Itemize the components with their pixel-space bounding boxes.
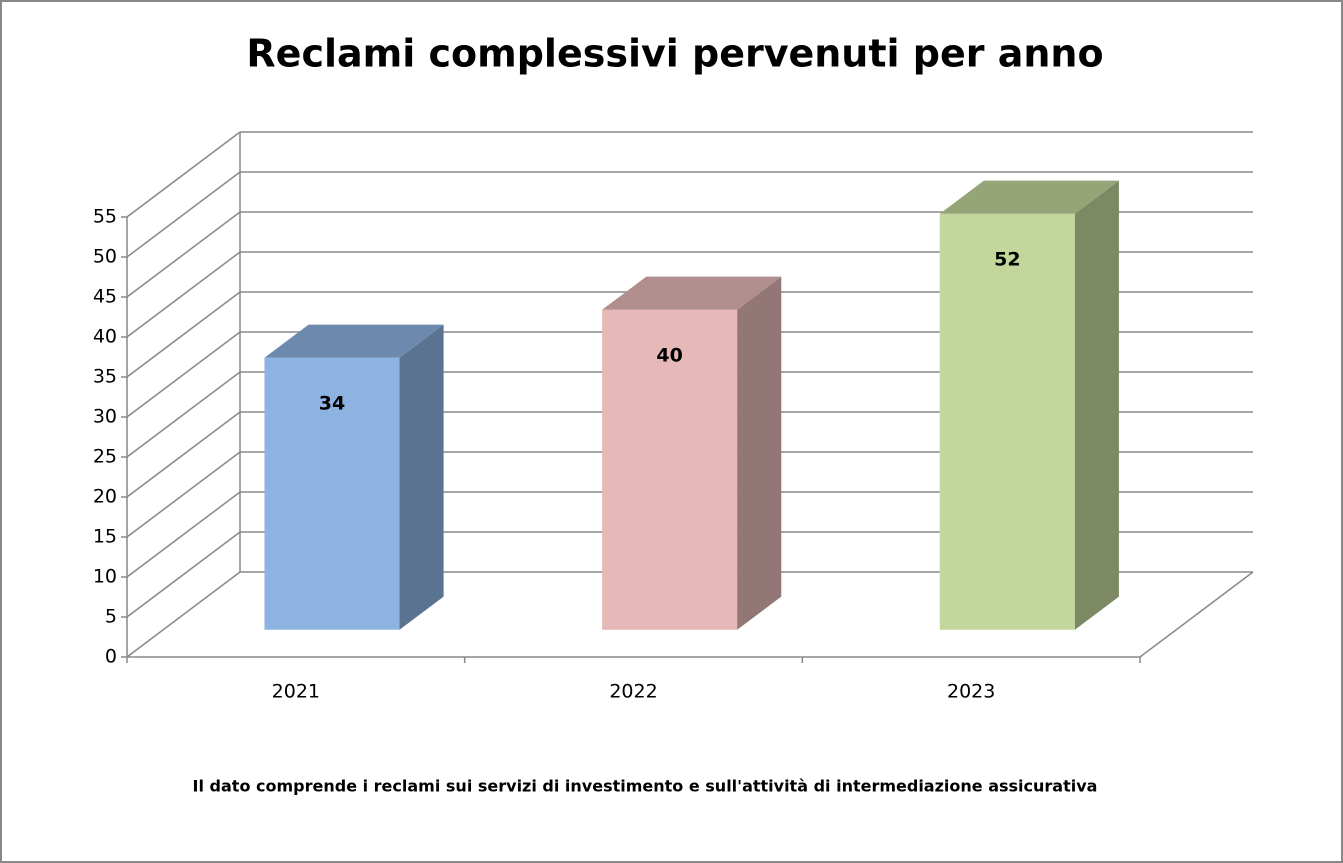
x-tick-label: 2022	[609, 681, 657, 703]
y-tick-label: 50	[93, 246, 117, 268]
y-tick-label: 15	[93, 526, 117, 548]
x-tick-label: 2021	[272, 681, 320, 703]
bar-front	[939, 213, 1075, 630]
grid-line-side	[126, 531, 241, 618]
y-tick-label: 45	[93, 286, 117, 308]
bar-top	[264, 324, 444, 358]
grid-line-side	[126, 331, 241, 418]
grid-line-side	[126, 211, 241, 298]
chart-title: Reclami complessivi pervenuti per anno	[246, 32, 1103, 76]
grid-line-side	[126, 131, 241, 218]
grid-line-side	[126, 171, 241, 258]
y-tick-label: 40	[93, 326, 117, 348]
bar-side	[737, 276, 782, 630]
bar-front	[602, 309, 738, 630]
grid-line-side	[126, 571, 241, 658]
x-tick-label: 2023	[947, 681, 995, 703]
bar-front	[264, 357, 400, 630]
y-tick-label: 35	[93, 366, 117, 388]
floor-right-edge	[1139, 571, 1254, 658]
bar-side	[399, 324, 444, 630]
bar-side	[1074, 180, 1119, 630]
grid-line-side	[126, 411, 241, 498]
grid-line-side	[126, 251, 241, 338]
y-tick-label: 0	[105, 646, 117, 668]
y-tick-label: 5	[105, 606, 117, 628]
y-tick-label: 25	[93, 446, 117, 468]
grid-line-side	[126, 371, 241, 458]
y-tick-label: 55	[93, 206, 117, 228]
y-tick-label: 20	[93, 486, 117, 508]
bar-top	[602, 276, 782, 310]
data-label: 34	[319, 392, 345, 414]
y-tick-label: 30	[93, 406, 117, 428]
chart-note: Il dato comprende i reclami sui servizi …	[193, 777, 1098, 796]
bar-top	[939, 180, 1119, 214]
y-tick-label: 10	[93, 566, 117, 588]
grid-line-side	[126, 451, 241, 538]
grid-line-side	[126, 491, 241, 578]
grid-line-side	[126, 291, 241, 378]
data-label: 52	[994, 248, 1020, 270]
data-label: 40	[656, 344, 682, 366]
